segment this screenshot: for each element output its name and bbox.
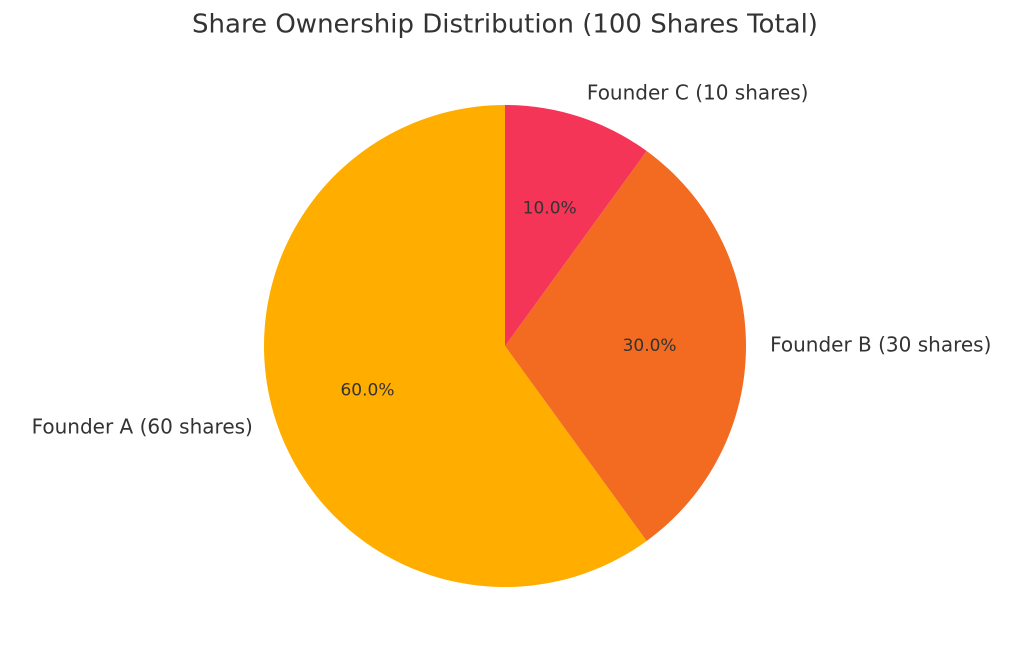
pie-slice bbox=[264, 105, 647, 588]
percent-label: 10.0% bbox=[523, 198, 577, 218]
percent-label: 30.0% bbox=[623, 336, 677, 356]
slice-label: Founder C (10 shares) bbox=[587, 80, 809, 104]
chart-title: Share Ownership Distribution (100 Shares… bbox=[192, 10, 818, 40]
slice-label: Founder B (30 shares) bbox=[770, 333, 991, 357]
pie-slice bbox=[505, 105, 647, 346]
percent-label: 60.0% bbox=[340, 381, 394, 401]
slice-label: Founder A (60 shares) bbox=[32, 414, 253, 438]
pie-slice bbox=[505, 151, 746, 541]
